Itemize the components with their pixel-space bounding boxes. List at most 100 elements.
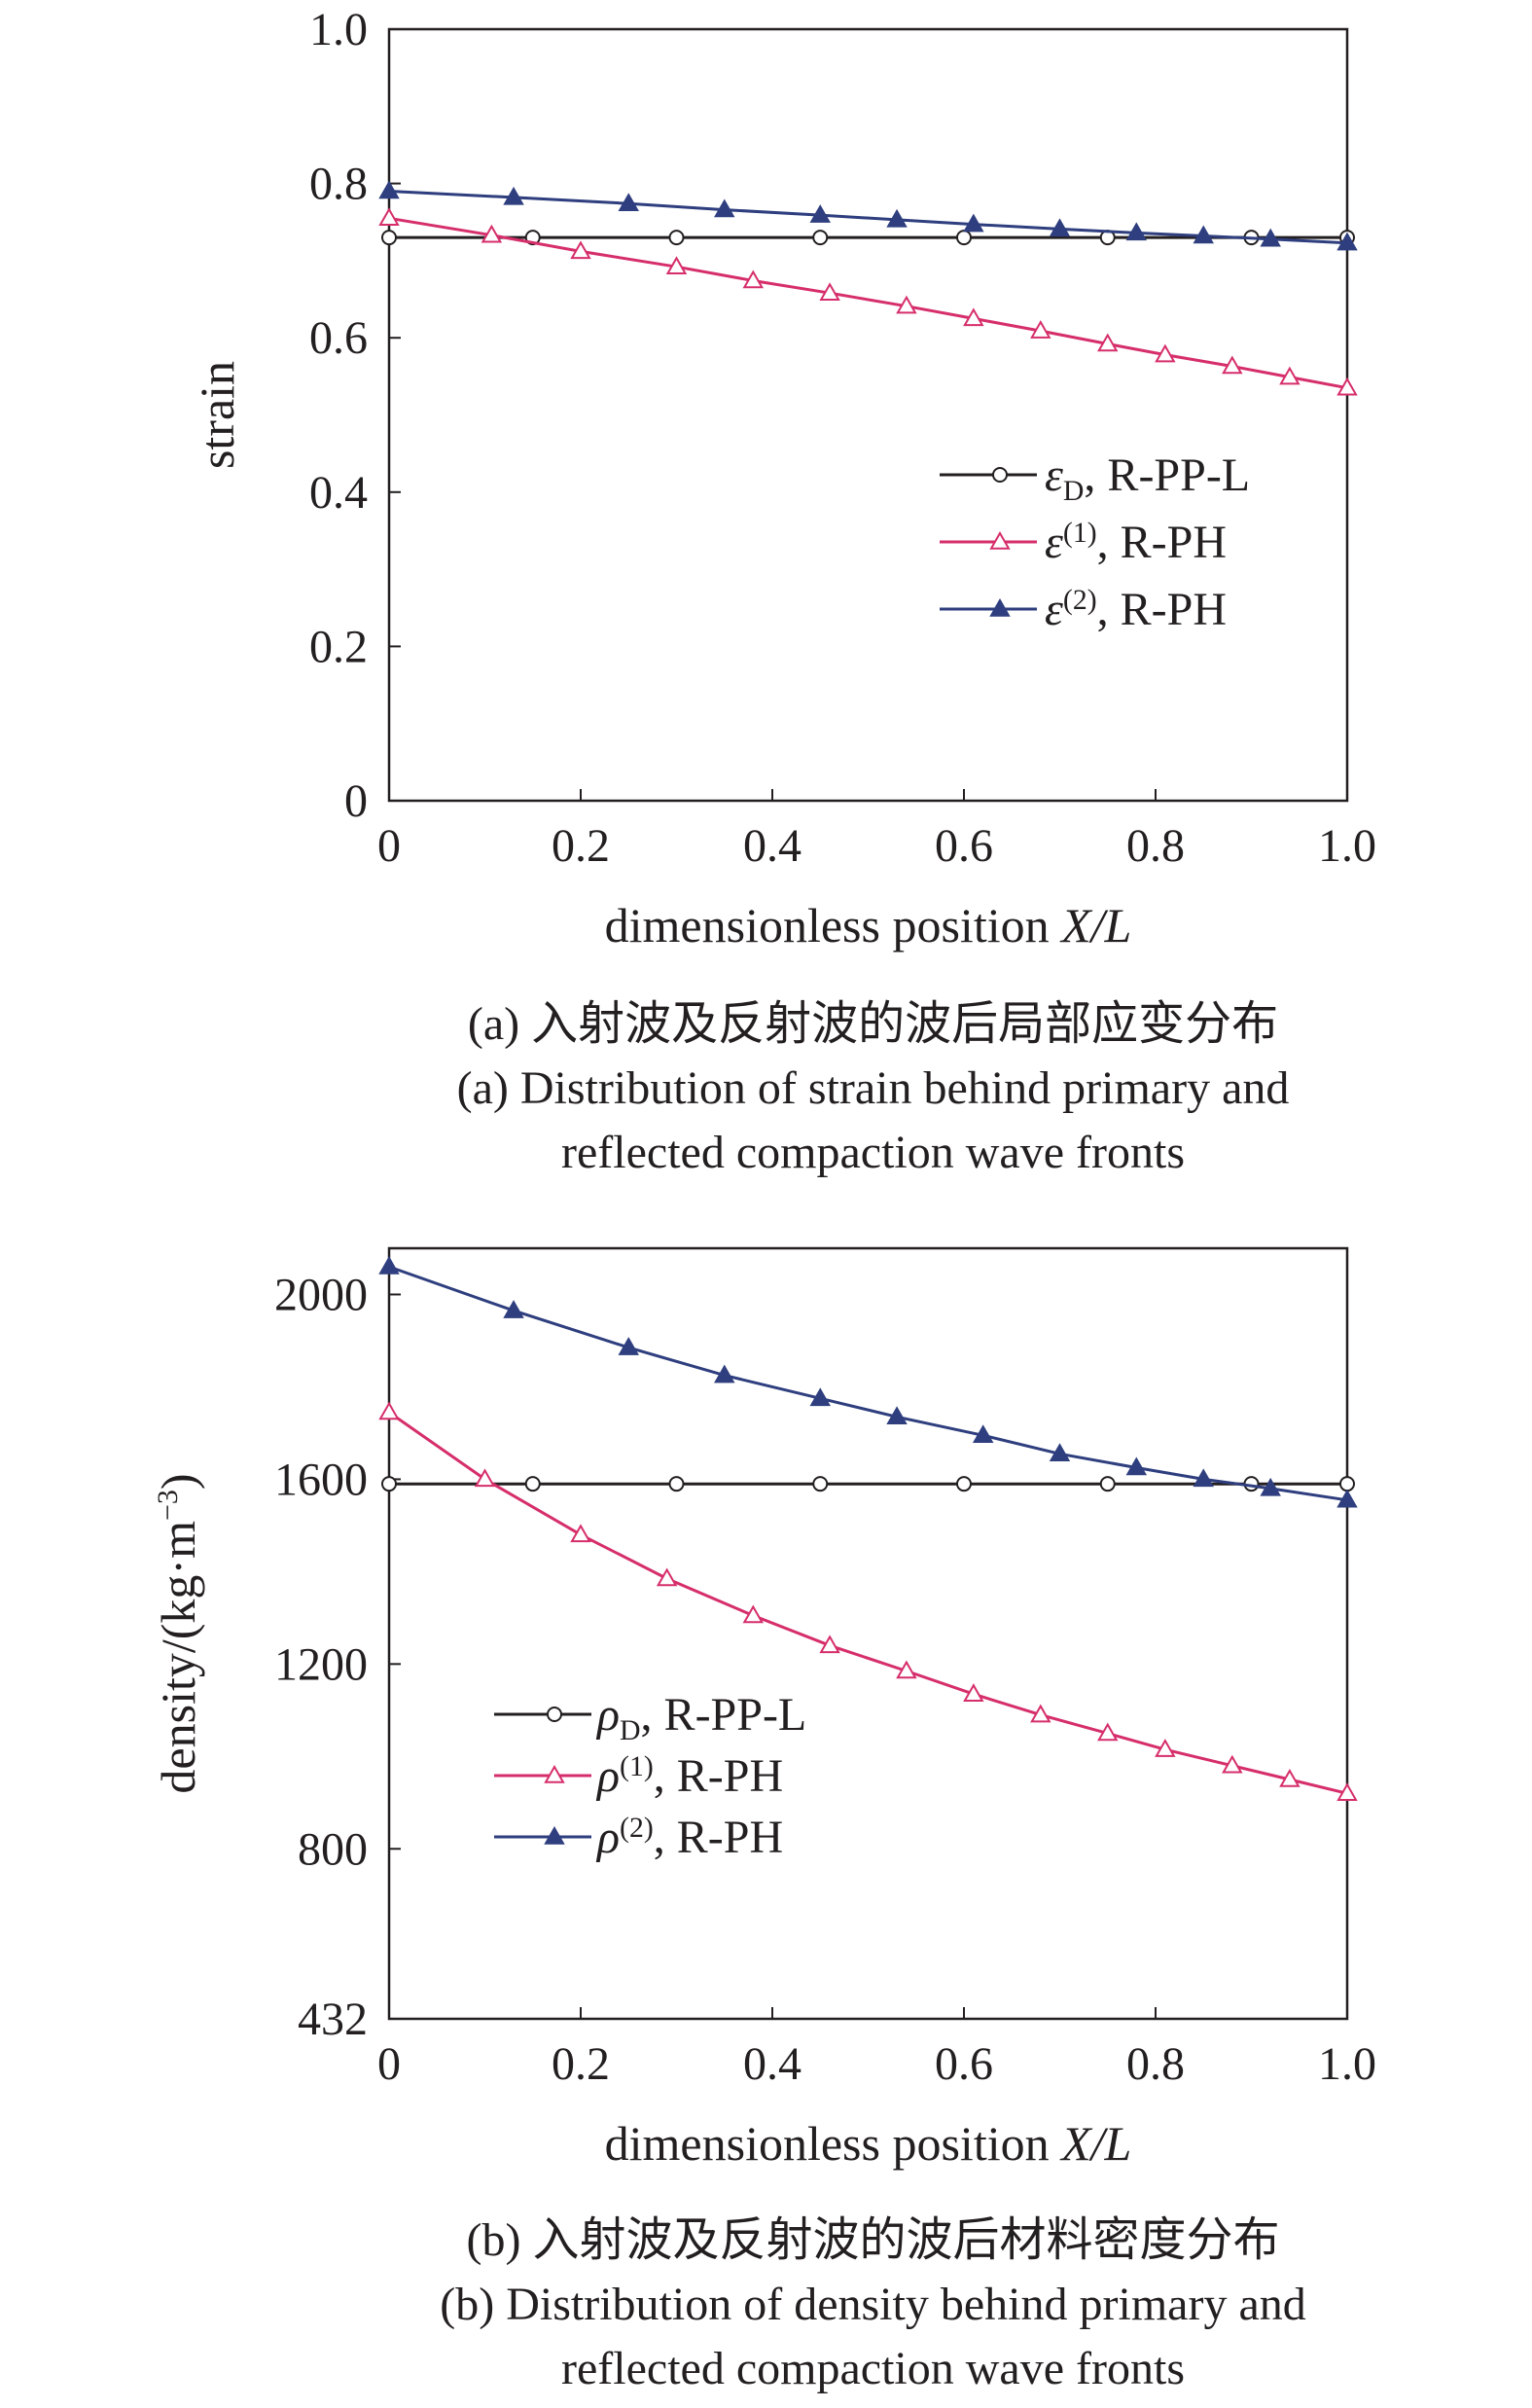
legend-marker (544, 1764, 565, 1783)
data-point (1049, 1443, 1071, 1462)
data-point (378, 207, 400, 227)
data-point (1260, 228, 1281, 247)
data-point (1193, 225, 1214, 244)
data-point (618, 193, 639, 211)
plot-frame (387, 27, 1349, 803)
data-point (714, 1364, 735, 1384)
data-point (665, 256, 688, 274)
data-point (668, 1476, 685, 1492)
y-tick-label: 432 (298, 1994, 368, 2045)
data-point (809, 1387, 831, 1407)
caption-a-en-1: (a) Distribution of strain behind primar… (456, 1062, 1290, 1114)
legend: εD, R-PP-L ε(1), R-PH ε(2), R-PH (940, 449, 1250, 635)
caption-b-en-1: (b) Distribution of density behind prima… (440, 2279, 1306, 2330)
caption-a: (a) 入射波及反射波的波后局部应变分布 (a) Distribution of… (0, 992, 1532, 1185)
y-tick-label: 1600 (274, 1454, 368, 1505)
data-point (812, 230, 829, 246)
data-point (378, 1401, 400, 1420)
legend-label: ε(1), R-PH (1045, 517, 1227, 568)
data-point (1336, 1782, 1358, 1802)
data-point (963, 213, 984, 233)
data-point (1336, 377, 1358, 396)
data-point (570, 240, 591, 260)
x-tick-label: 0.4 (743, 820, 802, 872)
x-tick-label: 0.4 (743, 2038, 802, 2090)
data-point (1222, 1754, 1243, 1774)
x-tick-label: 0.6 (935, 820, 993, 872)
series-1 (378, 1401, 1358, 1802)
data-point (742, 270, 765, 289)
chart-a: 0 0.2 0.4 0.6 0.8 1.0 0 0.2 0.4 0.6 0.8 1.0 dimensio… (190, 4, 1376, 952)
x-axis-label: dimensionless position X/L (605, 898, 1132, 952)
series-2 (378, 180, 1358, 251)
data-point (1193, 1468, 1214, 1488)
data-point (1279, 366, 1300, 385)
data-point (481, 224, 503, 243)
data-point (1049, 218, 1071, 237)
data-point (956, 1476, 972, 1492)
data-point (1155, 1739, 1176, 1757)
y-tick-label: 0.6 (309, 312, 368, 364)
series-line (388, 1411, 1348, 1795)
caption-a-en-2: reflected compaction wave fronts (560, 1127, 1186, 1178)
caption-b-cn: (b) 入射波及反射波的波后材料密度分布 (466, 2214, 1280, 2266)
y-tick-label: 800 (298, 1823, 368, 1875)
data-point (378, 1255, 400, 1275)
data-point (1336, 232, 1358, 251)
data-point (809, 204, 831, 223)
y-tick-label: 0.4 (309, 467, 368, 519)
legend-marker (989, 597, 1011, 617)
legend-label: ρ(1), R-PH (595, 1750, 783, 1802)
data-point (956, 230, 972, 246)
legend-marker (547, 1707, 562, 1722)
y-tick-label: 2000 (274, 1269, 368, 1320)
y-tick-label: 1200 (274, 1638, 368, 1690)
data-point (819, 1635, 840, 1654)
y-axis-label: density/(kg·m−3) (151, 1473, 205, 1793)
legend-label: ρD, R-PP-L (595, 1689, 806, 1746)
data-point (656, 1567, 678, 1587)
series-1 (378, 207, 1358, 396)
data-point (1030, 320, 1051, 339)
series-2 (378, 1255, 1358, 1508)
x-tick-label: 0.8 (1126, 2038, 1185, 2090)
x-tick-label: 0.8 (1126, 820, 1185, 872)
data-point (503, 186, 524, 205)
data-point (714, 198, 735, 218)
data-point (474, 1468, 496, 1488)
data-point (503, 1300, 524, 1318)
legend-marker (544, 1825, 565, 1845)
series-line (388, 1265, 1348, 1502)
data-point (378, 180, 400, 199)
data-point (1222, 355, 1243, 375)
x-tick-label: 0.6 (935, 2038, 993, 2090)
legend-marker (989, 530, 1011, 550)
data-point (524, 1476, 541, 1492)
data-point (886, 208, 908, 228)
data-point (1097, 333, 1119, 352)
data-point (963, 1683, 984, 1702)
data-point (1097, 1722, 1119, 1742)
series-line (388, 190, 1348, 245)
plot-frame (387, 1246, 1349, 2021)
data-point (1336, 1489, 1358, 1508)
data-point (896, 295, 917, 314)
data-point (1125, 222, 1148, 241)
legend-label: ρ(2), R-PH (595, 1812, 783, 1863)
data-point (381, 230, 397, 246)
legend-label: εD, R-PP-L (1045, 449, 1250, 507)
data-point (896, 1660, 917, 1679)
caption-a-cn: (a) 入射波及反射波的波后局部应变分布 (467, 998, 1279, 1050)
data-point (381, 1476, 397, 1492)
caption-b-en-2: reflected compaction wave fronts (560, 2343, 1186, 2394)
x-tick-label: 1.0 (1318, 2038, 1376, 2090)
legend-marker (992, 467, 1008, 483)
data-point (1125, 1456, 1148, 1476)
data-point (972, 1424, 994, 1444)
series-line (388, 216, 1348, 390)
legend-label: ε(2), R-PH (1045, 584, 1227, 635)
data-point (1030, 1704, 1051, 1723)
data-point (886, 1406, 908, 1425)
data-point (1339, 1476, 1355, 1492)
